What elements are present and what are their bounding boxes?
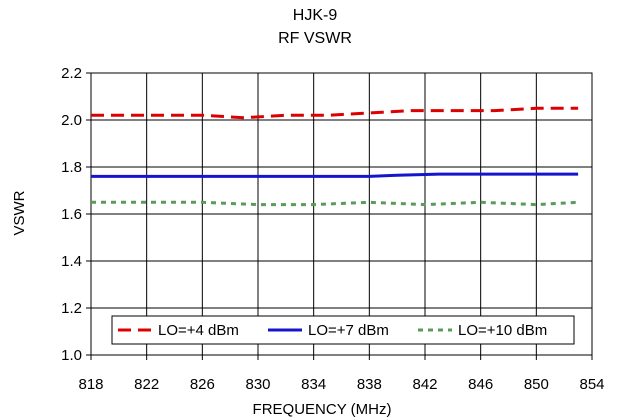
x-tick-label: 838 [357,376,382,393]
legend: LO=+4 dBm LO=+7 dBm LO=+10 dBm [111,315,575,345]
y-tick-label: 2.2 [61,65,82,82]
x-tick-label: 822 [134,376,159,393]
y-tick-label: 1.0 [61,347,82,364]
legend-box [111,315,575,345]
x-tick-label: 846 [468,376,493,393]
series-line-3 [91,200,579,207]
y-tick-label: 1.8 [61,159,82,176]
series-line-1 [91,106,579,120]
chart-subtitle: RF VSWR [278,30,352,47]
chart-title: HJK-9 [293,7,338,24]
axis-ticks: 818 822 826 830 834 838 842 846 850 854 1.0 1.2 1.4 1… [61,65,604,393]
x-tick-label: 818 [78,376,103,393]
y-tick-label: 1.2 [61,300,82,317]
legend-label: LO=+4 dBm [158,322,239,339]
legend-label: LO=+7 dBm [308,322,389,339]
legend-label: LO=+10 dBm [458,322,547,339]
x-tick-label: 854 [579,376,604,393]
x-tick-label: 834 [301,376,326,393]
x-tick-label: 830 [245,376,270,393]
x-axis-title: FREQUENCY (MHz) [253,401,392,418]
y-tick-label: 1.4 [61,253,82,270]
x-tick-label: 850 [524,376,549,393]
y-tick-label: 1.6 [61,206,82,223]
x-tick-label: 826 [190,376,215,393]
y-tick-label: 2.0 [61,112,82,129]
series-line-2 [91,172,579,178]
x-tick-label: 842 [412,376,437,393]
series-lines [91,106,579,207]
y-axis-title: VSWR [11,190,28,235]
